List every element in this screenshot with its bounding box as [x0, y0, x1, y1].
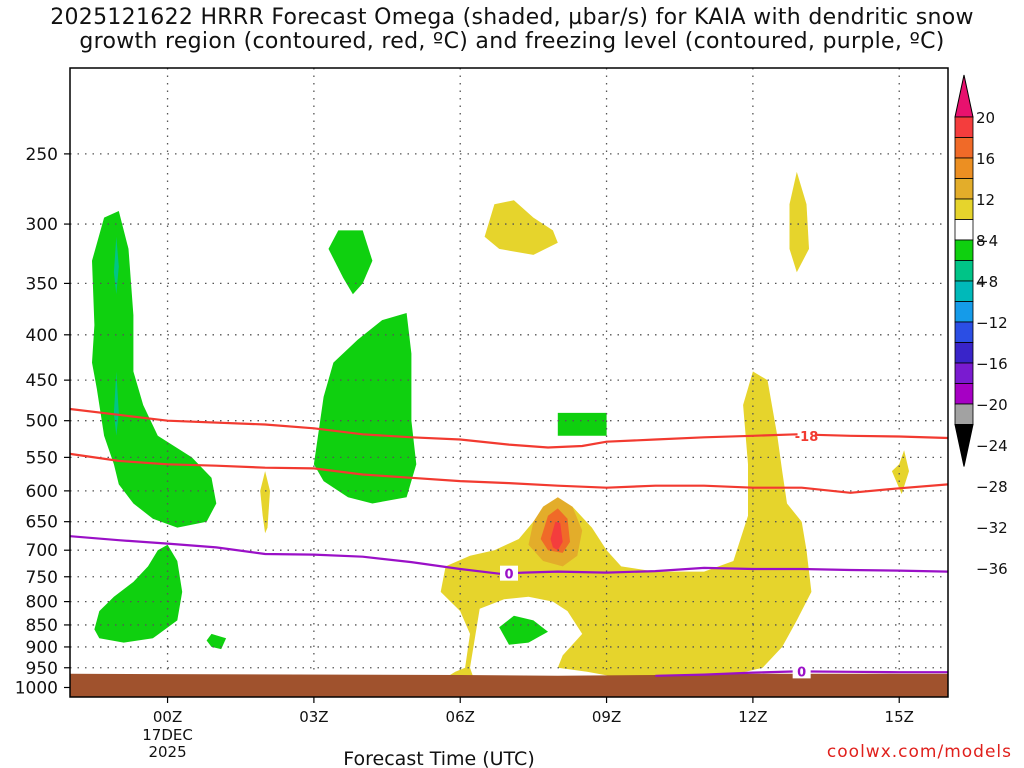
omega-region-9 — [484, 200, 558, 255]
y-tick-label-850: 850 — [26, 616, 58, 636]
chart-title-line2: growth region (contoured, red, ºC) and f… — [79, 29, 945, 54]
colorbar-swatch-15 — [954, 403, 974, 425]
y-tick-label-950: 950 — [26, 659, 58, 679]
y-tick-label-800: 800 — [26, 593, 58, 613]
x-tick-label-15Z: 15Z — [885, 708, 914, 726]
colorbar-label: −36 — [976, 560, 1008, 578]
y-tick-label-900: 900 — [26, 638, 58, 658]
x-tick-label-12Z: 12Z — [738, 708, 767, 726]
omega-region-4 — [206, 633, 227, 650]
y-tick-label-350: 350 — [26, 274, 58, 294]
colorbar-swatch-5 — [954, 198, 974, 220]
y-tick-label-650: 650 — [26, 513, 58, 533]
colorbar-label: 8 — [976, 232, 986, 250]
colorbar-bottom-arrow — [954, 424, 974, 467]
chart-title-line1: 2025121622 HRRR Forecast Omega (shaded, … — [50, 5, 974, 30]
colorbar-swatch-7 — [954, 239, 974, 261]
omega-region-7 — [557, 412, 607, 436]
omega-region-1 — [92, 211, 217, 528]
colorbar-swatch-6 — [954, 219, 974, 241]
omega-region-16 — [550, 521, 563, 551]
colorbar-swatch-10 — [954, 301, 974, 323]
colorbar-swatch-13 — [954, 362, 974, 384]
plot-area: -18 0 0 — [70, 68, 948, 697]
site-credit[interactable]: coolwx.com/models — [826, 742, 1012, 762]
colorbar-swatch-14 — [954, 383, 974, 405]
colorbar-swatch-11 — [954, 321, 974, 343]
omega-region-10 — [260, 471, 270, 534]
colorbar-label: −8 — [976, 273, 998, 291]
colorbar-label: −28 — [976, 478, 1008, 496]
x-tick-sublabel: 17DEC — [142, 726, 193, 744]
y-tick-label-300: 300 — [26, 215, 58, 235]
colorbar-label: 4 — [976, 273, 986, 291]
x-tick-label-09Z: 09Z — [592, 708, 621, 726]
ground-surface — [70, 673, 948, 697]
colorbar-top-arrow — [954, 74, 974, 118]
colorbar-swatch-12 — [954, 342, 974, 364]
omega-region-13 — [435, 371, 812, 688]
y-tick-label-600: 600 — [26, 482, 58, 502]
x-axis-label: Forecast Time (UTC) — [343, 748, 534, 768]
omega-region-8 — [499, 615, 548, 645]
colorbar-label: 20 — [976, 109, 995, 127]
colorbar-swatch-9 — [954, 280, 974, 302]
colorbar-label: −4 — [976, 232, 998, 250]
x-tick-sublabel: 2025 — [148, 743, 186, 761]
y-tick-label-550: 550 — [26, 448, 58, 468]
omega-region-6 — [313, 313, 417, 504]
contour-label--12: -18 — [795, 430, 819, 445]
y-tick-label-250: 250 — [26, 145, 58, 165]
y-tick-label-400: 400 — [26, 326, 58, 346]
y-tick-label-500: 500 — [26, 412, 58, 432]
contour-label-0: 0 — [504, 568, 513, 583]
colorbar-swatch-3 — [954, 157, 974, 179]
colorbar-label: 16 — [976, 150, 995, 168]
colorbar-swatch-8 — [954, 260, 974, 282]
colorbar-label: −24 — [976, 437, 1008, 455]
omega-region-3 — [113, 371, 119, 436]
chart-title: 2025121622 HRRR Forecast Omega (shaded, … — [0, 6, 1024, 54]
plot-frame — [69, 67, 949, 698]
colorbar-swatch-4 — [954, 178, 974, 200]
omega-region-2 — [113, 236, 119, 295]
colorbar-swatch-2 — [954, 137, 974, 159]
omega-region-0 — [94, 544, 183, 643]
colorbar-swatch-1 — [954, 116, 974, 138]
omega-region-11 — [789, 171, 809, 273]
colorbar-label: −16 — [976, 355, 1008, 373]
y-tick-label-1000: 1000 — [15, 678, 58, 698]
colorbar-label: −20 — [976, 396, 1008, 414]
x-tick-label-03Z: 03Z — [299, 708, 328, 726]
contour-label-0-sfc: 0 — [797, 665, 806, 680]
colorbar-label: 12 — [976, 191, 995, 209]
y-tick-label-750: 750 — [26, 568, 58, 588]
contour--17 — [70, 452, 948, 494]
x-tick-label-00Z: 00Z — [153, 708, 182, 726]
y-tick-label-700: 700 — [26, 541, 58, 561]
colorbar-label: −32 — [976, 519, 1008, 537]
omega-region-5 — [328, 230, 373, 295]
colorbar-label: −12 — [976, 314, 1008, 332]
omega-region-12 — [891, 450, 909, 495]
y-tick-label-450: 450 — [26, 371, 58, 391]
x-tick-label-06Z: 06Z — [446, 708, 475, 726]
